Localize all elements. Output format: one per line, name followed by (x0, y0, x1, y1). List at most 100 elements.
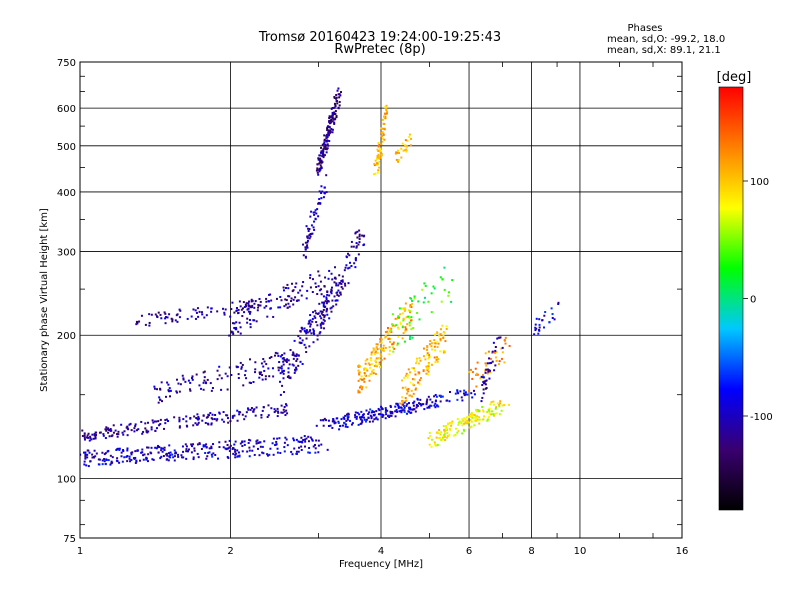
data-point (305, 245, 308, 248)
data-point (358, 235, 361, 238)
data-point (321, 190, 324, 193)
data-point (287, 367, 290, 370)
data-point (356, 236, 359, 239)
data-point (334, 104, 337, 107)
data-point (312, 211, 315, 214)
data-point (329, 129, 332, 132)
data-point (174, 451, 177, 454)
data-point (297, 291, 300, 294)
data-point (384, 346, 387, 349)
data-point (178, 316, 181, 319)
data-point (179, 309, 182, 312)
data-point (475, 415, 478, 418)
data-point (319, 331, 322, 334)
data-point (393, 347, 396, 350)
data-point (396, 410, 399, 413)
data-point (325, 174, 328, 177)
data-point (473, 424, 476, 427)
data-point (272, 437, 275, 440)
data-point (139, 459, 142, 462)
data-point (403, 376, 406, 379)
data-point (491, 350, 494, 353)
data-point (401, 402, 404, 405)
data-point (409, 335, 412, 338)
data-point (388, 330, 391, 333)
data-point (252, 445, 255, 448)
data-point (159, 418, 162, 421)
data-point (327, 424, 330, 427)
data-point (372, 348, 375, 351)
data-point (114, 429, 117, 432)
data-point (328, 294, 331, 297)
data-point (329, 116, 332, 119)
data-point (412, 367, 415, 370)
data-point (316, 163, 319, 166)
data-point (317, 439, 320, 442)
data-point (360, 388, 363, 391)
data-point (246, 317, 249, 320)
data-point (192, 456, 195, 459)
data-point (345, 419, 348, 422)
data-point (337, 294, 340, 297)
data-point (323, 186, 326, 189)
data-point (165, 452, 168, 455)
data-point (481, 383, 484, 386)
data-point (294, 286, 297, 289)
data-point (280, 367, 283, 370)
data-point (412, 392, 415, 395)
data-point (433, 441, 436, 444)
data-point (385, 109, 388, 112)
data-point (202, 371, 205, 374)
data-point (348, 266, 351, 269)
data-point (334, 110, 337, 113)
data-point (382, 132, 385, 135)
data-point (226, 443, 229, 446)
data-point (312, 341, 315, 344)
data-point (381, 347, 384, 350)
data-point (340, 91, 343, 94)
data-point (209, 412, 212, 415)
data-point (396, 404, 399, 407)
data-point (304, 256, 307, 259)
data-point (439, 276, 442, 279)
data-point (415, 362, 418, 365)
data-point (361, 386, 364, 389)
data-point (210, 389, 213, 392)
data-point (408, 321, 411, 324)
data-point (338, 428, 341, 431)
data-point (439, 338, 442, 341)
data-point (337, 106, 340, 109)
data-point (237, 373, 240, 376)
data-point (81, 435, 84, 438)
data-point (109, 463, 112, 466)
data-point (410, 297, 413, 300)
data-point (168, 313, 171, 316)
data-point (425, 372, 428, 375)
data-point (426, 348, 429, 351)
data-point (507, 403, 510, 406)
data-point (425, 367, 428, 370)
data-point (270, 299, 273, 302)
data-point (374, 359, 377, 362)
data-point (249, 310, 252, 313)
data-point (411, 367, 414, 370)
data-point (410, 316, 413, 319)
data-point (394, 152, 397, 155)
data-point (389, 414, 392, 417)
data-point (385, 107, 388, 110)
data-point (369, 366, 372, 369)
data-point (320, 321, 323, 324)
data-point (335, 417, 338, 420)
data-point (252, 319, 255, 322)
data-point (402, 319, 405, 322)
data-point (320, 197, 323, 200)
data-point (384, 336, 387, 339)
data-point (441, 438, 444, 441)
data-point (481, 409, 484, 412)
data-point (359, 418, 362, 421)
data-point (196, 443, 199, 446)
data-point (361, 420, 364, 423)
data-point (486, 372, 489, 375)
data-point (86, 453, 89, 456)
data-point (97, 458, 100, 461)
